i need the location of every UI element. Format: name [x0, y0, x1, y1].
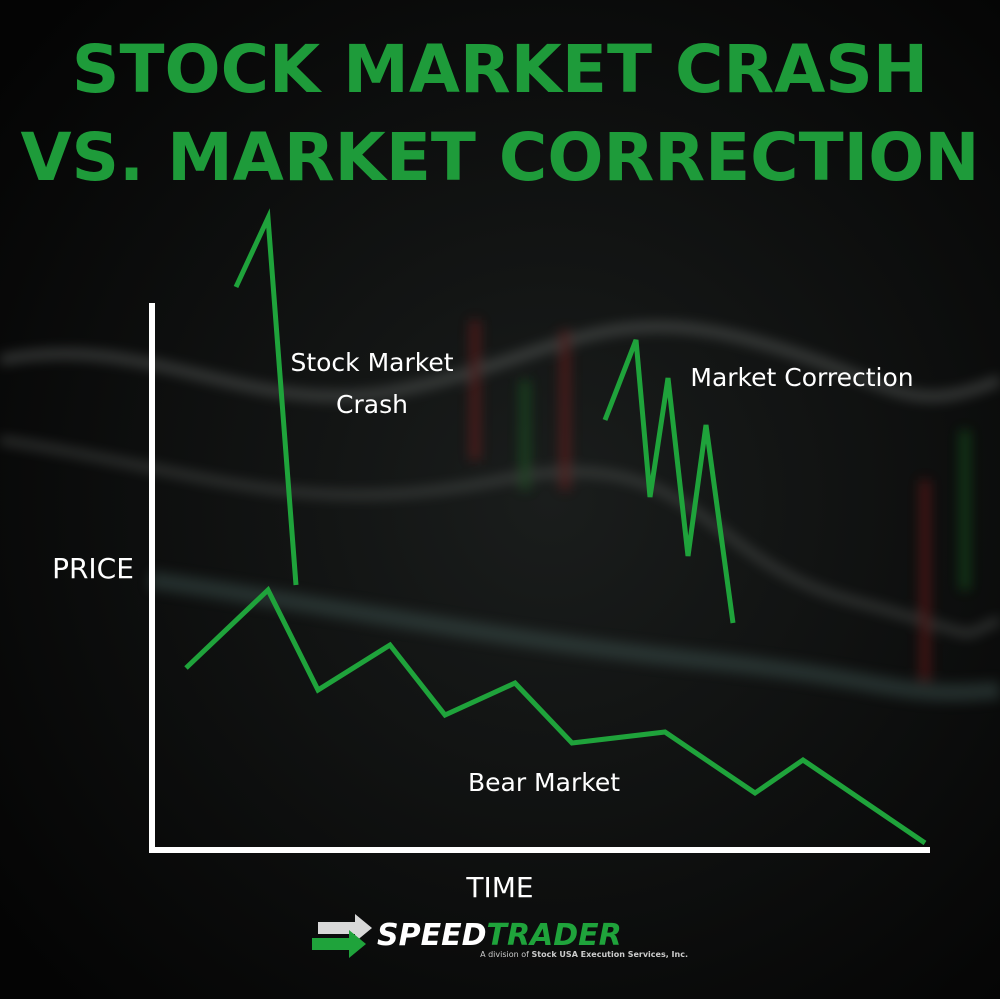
logo: SPEEDTRADER A division of Stock USA Exec…	[312, 914, 688, 959]
logo-word: SPEED	[377, 918, 486, 953]
crash-line	[233, 208, 299, 586]
logo-word: TRADER	[486, 918, 621, 953]
tagline: A division of Stock USA Execution Servic…	[480, 950, 688, 959]
annotation: Crash	[336, 390, 408, 419]
annotation: Market Correction	[690, 363, 913, 392]
background-texture	[0, 320, 1000, 702]
title-line: STOCK MARKET CRASH	[72, 31, 928, 108]
x-axis-label: TIME	[465, 871, 533, 904]
logo-arrow	[318, 914, 372, 942]
correction-line	[602, 339, 736, 624]
tagline-prefix: A division of	[480, 950, 529, 959]
annotation: Bear Market	[468, 768, 620, 797]
annotation: Stock Market	[290, 348, 453, 377]
bear-line	[184, 585, 927, 846]
logo-arrow	[312, 930, 366, 958]
logo-text: SPEEDTRADER	[377, 918, 622, 953]
y-axis-label: PRICE	[52, 552, 134, 585]
title-line: VS. MARKET CORRECTION	[20, 119, 979, 196]
tagline-company: Stock USA Execution Services, Inc.	[532, 950, 689, 959]
